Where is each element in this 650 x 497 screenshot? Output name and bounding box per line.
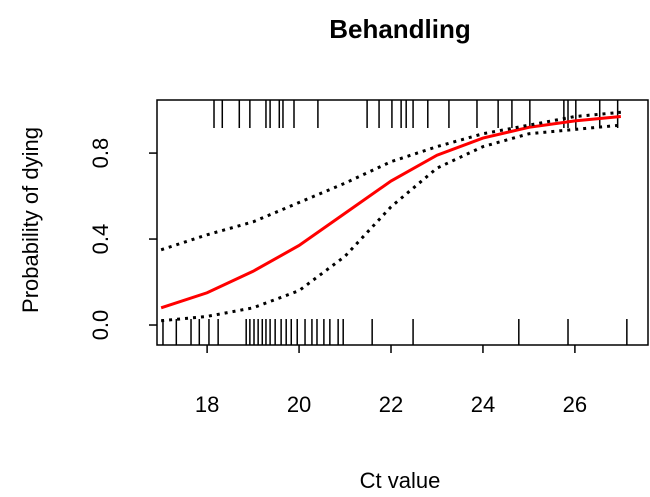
series-line [160,110,622,252]
chart-title: Behandling [329,14,471,44]
plot-frame [156,99,649,346]
y-tick-label: 0.0 [88,310,113,341]
series-line [160,123,622,323]
y-tick-label: 0.8 [88,138,113,169]
x-tick-label: 24 [471,392,495,417]
plot-area [160,100,628,345]
series-line [160,115,622,310]
y-axis-label: Probability of dying [18,127,43,313]
x-tick-label: 22 [379,392,403,417]
x-tick-label: 20 [287,392,311,417]
x-tick-label: 26 [563,392,587,417]
y-tick-label: 0.4 [88,224,113,255]
x-axis-label: Ct value [360,468,441,493]
x-tick-label: 18 [195,392,219,417]
